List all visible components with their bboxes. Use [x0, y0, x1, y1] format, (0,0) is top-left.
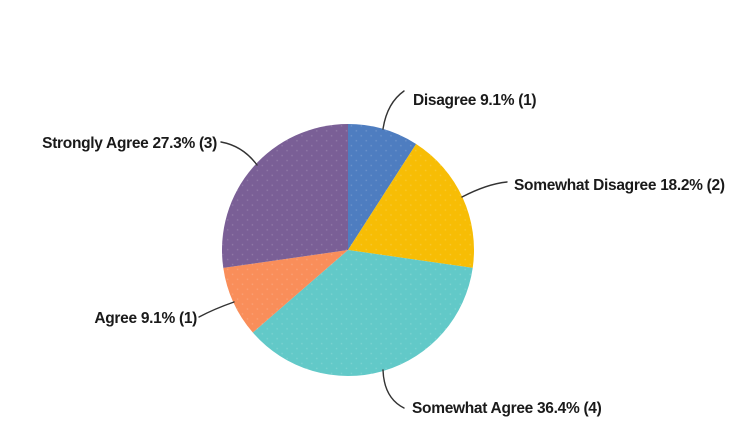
leader-line-somewhat-disagree [461, 181, 508, 198]
slice-label-somewhat-disagree: Somewhat Disagree 18.2% (2) [514, 177, 725, 194]
slice-label-strongly-agree: Strongly Agree 27.3% (3) [42, 135, 217, 152]
leader-line-somewhat-agree [382, 369, 405, 409]
slice-label-disagree: Disagree 9.1% (1) [413, 92, 537, 109]
slice-label-somewhat-agree: Somewhat Agree 36.4% (4) [412, 400, 602, 417]
leader-line-agree [198, 301, 235, 318]
pie-slice-strongly-agree[interactable] [221, 124, 348, 268]
slice-label-agree: Agree 9.1% (1) [94, 310, 197, 327]
leader-line-strongly-agree [220, 141, 258, 166]
leader-line-disagree [382, 90, 405, 130]
